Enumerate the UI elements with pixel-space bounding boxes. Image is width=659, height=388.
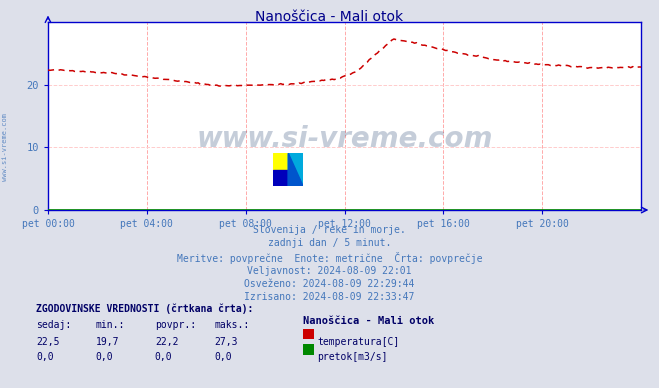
Bar xyxy=(289,153,303,170)
Text: www.si-vreme.com: www.si-vreme.com xyxy=(196,125,493,152)
Text: Nanoščica - Mali otok: Nanoščica - Mali otok xyxy=(303,315,434,326)
Text: 19,7: 19,7 xyxy=(96,337,119,346)
Text: 27,3: 27,3 xyxy=(214,337,238,346)
Text: min.:: min.: xyxy=(96,320,125,330)
Text: temperatura[C]: temperatura[C] xyxy=(317,337,399,346)
Text: zadnji dan / 5 minut.: zadnji dan / 5 minut. xyxy=(268,239,391,248)
Text: 0,0: 0,0 xyxy=(96,352,113,362)
Polygon shape xyxy=(289,153,303,186)
Text: Meritve: povprečne  Enote: metrične  Črta: povprečje: Meritve: povprečne Enote: metrične Črta:… xyxy=(177,252,482,264)
Text: Veljavnost: 2024-08-09 22:01: Veljavnost: 2024-08-09 22:01 xyxy=(247,265,412,275)
Text: povpr.:: povpr.: xyxy=(155,320,196,330)
Text: Nanoščica - Mali otok: Nanoščica - Mali otok xyxy=(256,10,403,24)
Text: sedaj:: sedaj: xyxy=(36,320,71,330)
Bar xyxy=(273,153,289,170)
Text: 0,0: 0,0 xyxy=(36,352,54,362)
Text: Osveženo: 2024-08-09 22:29:44: Osveženo: 2024-08-09 22:29:44 xyxy=(244,279,415,289)
Text: 0,0: 0,0 xyxy=(155,352,173,362)
Text: 22,5: 22,5 xyxy=(36,337,60,346)
Text: 0,0: 0,0 xyxy=(214,352,232,362)
Text: 22,2: 22,2 xyxy=(155,337,179,346)
Text: Izrisano: 2024-08-09 22:33:47: Izrisano: 2024-08-09 22:33:47 xyxy=(244,293,415,303)
Text: Slovenija / reke in morje.: Slovenija / reke in morje. xyxy=(253,225,406,235)
Text: ZGODOVINSKE VREDNOSTI (črtkana črta):: ZGODOVINSKE VREDNOSTI (črtkana črta): xyxy=(36,303,254,314)
Text: pretok[m3/s]: pretok[m3/s] xyxy=(317,352,387,362)
Text: www.si-vreme.com: www.si-vreme.com xyxy=(2,113,9,182)
Text: maks.:: maks.: xyxy=(214,320,249,330)
Bar xyxy=(273,170,289,186)
Polygon shape xyxy=(289,153,303,186)
